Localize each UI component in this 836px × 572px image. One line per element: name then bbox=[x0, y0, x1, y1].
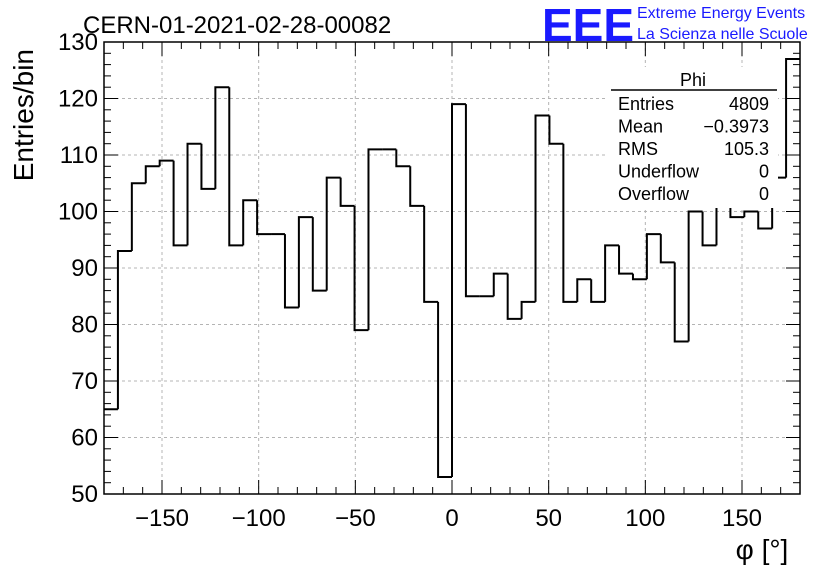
eee-logo: EEE Extreme Energy Events La Scienza nel… bbox=[542, 0, 808, 51]
stats-label: Mean bbox=[618, 117, 663, 137]
stats-label: Entries bbox=[618, 94, 674, 114]
y-tick-label: 50 bbox=[71, 481, 98, 508]
histogram-bin bbox=[464, 104, 480, 298]
chart-title: CERN-01-2021-02-28-00082 bbox=[83, 12, 391, 39]
y-tick-label: 110 bbox=[60, 142, 98, 169]
stats-label: Overflow bbox=[618, 184, 690, 204]
x-axis-label: φ [°] bbox=[736, 534, 789, 565]
histogram-bin bbox=[687, 210, 703, 342]
histogram-bin bbox=[548, 115, 564, 145]
histogram-series bbox=[104, 57, 800, 479]
x-tick-label: −50 bbox=[335, 505, 376, 532]
histogram-bin bbox=[631, 273, 647, 281]
x-tick-label: 150 bbox=[722, 505, 762, 532]
histogram-bin bbox=[144, 165, 160, 184]
histogram-bin bbox=[214, 86, 230, 189]
x-tick-label: 100 bbox=[625, 505, 665, 532]
histogram-bin bbox=[576, 278, 592, 302]
y-axis-label: Entries/bin bbox=[8, 49, 39, 181]
y-tick-label: 120 bbox=[58, 86, 98, 113]
histogram-bin bbox=[743, 210, 759, 218]
histogram-bin bbox=[423, 205, 439, 303]
histogram-bin bbox=[451, 103, 466, 478]
histogram-bin bbox=[256, 200, 272, 236]
histogram-bin bbox=[283, 234, 299, 309]
y-tick-label: 70 bbox=[71, 368, 98, 395]
x-tick-label: −100 bbox=[232, 505, 286, 532]
stats-value: 0 bbox=[759, 162, 769, 182]
histogram-bin bbox=[395, 149, 411, 168]
histogram-bin bbox=[116, 250, 132, 410]
stats-value: 0 bbox=[759, 184, 769, 204]
eee-logo-line1: Extreme Energy Events bbox=[637, 5, 805, 22]
histogram-bin bbox=[492, 272, 508, 297]
x-tick-label: 50 bbox=[535, 505, 562, 532]
histogram-bin bbox=[785, 57, 800, 178]
histogram-bin bbox=[659, 234, 675, 264]
y-axis: 50 60 70 80 90 100 110 120 130 bbox=[58, 29, 800, 508]
histogram-bin bbox=[242, 199, 258, 246]
histogram-bin bbox=[353, 205, 369, 332]
histogram-bin bbox=[130, 182, 146, 252]
histogram-bin bbox=[604, 244, 620, 302]
stats-value: 4809 bbox=[729, 94, 769, 114]
stats-title: Phi bbox=[680, 70, 706, 90]
histogram-bin bbox=[297, 216, 313, 308]
histogram-bin bbox=[520, 300, 536, 319]
histogram-bin bbox=[325, 176, 341, 291]
stats-value: −0.3973 bbox=[703, 117, 769, 137]
x-tick-label: 0 bbox=[445, 505, 458, 532]
histogram-bin bbox=[437, 301, 452, 479]
stats-box: Phi Entries 4809 Mean −0.3973 RMS 105.3 Underf… bbox=[608, 67, 778, 208]
x-tick-label: −150 bbox=[135, 505, 189, 532]
histogram-bin bbox=[158, 159, 174, 167]
histogram-bin bbox=[618, 245, 633, 275]
stats-value: 105.3 bbox=[724, 139, 769, 159]
y-tick-label: 80 bbox=[71, 312, 98, 339]
histogram-bin bbox=[339, 177, 355, 207]
histogram-bin bbox=[645, 233, 661, 280]
histogram-bin bbox=[228, 87, 244, 247]
histogram-bin bbox=[562, 143, 578, 303]
x-axis: −150 −100 −50 0 50 100 150 bbox=[103, 42, 801, 532]
y-tick-label: 100 bbox=[58, 199, 98, 226]
eee-logo-mark: EEE bbox=[542, 0, 634, 51]
eee-logo-line2: La Scienza nelle Scuole bbox=[637, 26, 808, 43]
y-tick-label: 90 bbox=[71, 255, 98, 282]
histogram-bin bbox=[701, 211, 717, 247]
histogram-bin bbox=[367, 148, 383, 331]
histogram-bin bbox=[409, 166, 425, 207]
y-tick-label: 130 bbox=[58, 29, 98, 56]
histogram-bin bbox=[172, 160, 188, 247]
histogram-bin bbox=[200, 143, 216, 190]
histogram-bin bbox=[757, 211, 773, 230]
histogram-bin bbox=[506, 273, 522, 320]
histogram-bin bbox=[534, 114, 550, 302]
stats-label: Underflow bbox=[618, 162, 700, 182]
histogram-bin bbox=[590, 279, 606, 303]
histogram-bin bbox=[186, 142, 202, 246]
stats-label: RMS bbox=[618, 139, 658, 159]
histogram-bin bbox=[673, 262, 689, 343]
y-tick-label: 60 bbox=[71, 425, 98, 452]
histogram-bin bbox=[311, 217, 327, 292]
